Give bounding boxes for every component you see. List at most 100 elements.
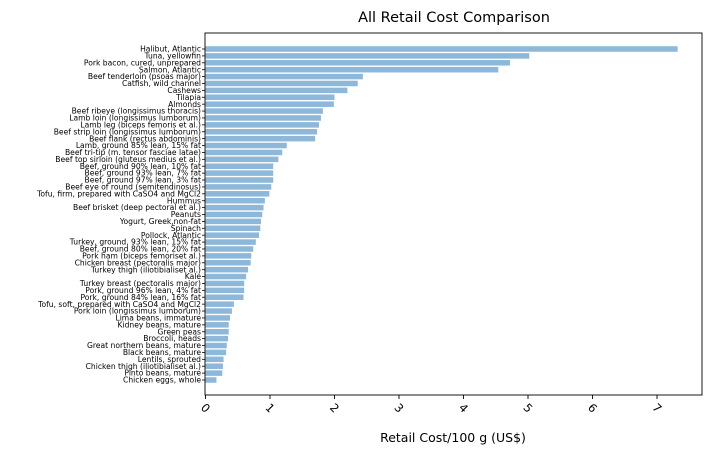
category-label: Beef eye of round (semitendinosus) xyxy=(65,183,201,192)
category-label: Pollock, Atlantic xyxy=(141,231,201,240)
category-label: Beef, ground 93% lean, 7% fat xyxy=(85,169,201,178)
category-label: Lamb loin (longissimus lumborum) xyxy=(69,114,201,123)
bar xyxy=(205,239,256,245)
bar xyxy=(205,184,272,190)
chart-title: All Retail Cost Comparison xyxy=(358,10,550,26)
x-tick-label: 0 xyxy=(198,400,213,415)
bar xyxy=(205,370,223,376)
bar xyxy=(205,46,678,52)
category-label: Beef flank (rectus abdominis) xyxy=(89,134,201,143)
bar xyxy=(205,335,229,342)
bar xyxy=(205,80,358,87)
category-label: Chicken breast (pectoralis major) xyxy=(75,258,201,267)
category-label: Beef strip loin (longissimus lumborum) xyxy=(54,127,201,136)
x-tick-label: 4 xyxy=(456,400,471,415)
category-label: Kale xyxy=(185,272,202,281)
category-label: Turkey thigh (iliotibialiset al.) xyxy=(90,265,201,274)
category-label: Beef, ground 97% lean, 3% fat xyxy=(85,176,201,185)
bar xyxy=(205,253,252,259)
bar xyxy=(205,218,261,225)
category-label: Tofu, soft, prepared with CaSO4 and MgCl… xyxy=(37,300,201,309)
category-label: Salmon, Atlantic xyxy=(139,65,201,74)
category-label: Chicken eggs, whole xyxy=(123,376,201,385)
bar xyxy=(205,163,274,169)
category-label: Chicken thigh (iliotibialiset al.) xyxy=(86,362,201,371)
bar xyxy=(205,60,510,66)
x-tick-label: 3 xyxy=(391,400,406,415)
category-label: Beef brisket (deep pectoral et al.) xyxy=(73,203,201,212)
bar xyxy=(205,260,251,266)
category-label: Black beans, mature xyxy=(123,348,201,357)
bar xyxy=(205,356,224,363)
bar xyxy=(205,211,263,218)
category-label: Beef ribeye (longissimus thoracis) xyxy=(72,107,201,116)
bar xyxy=(205,66,499,73)
bar xyxy=(205,301,234,307)
bar xyxy=(205,115,321,121)
category-label: Pork ham (biceps femoriset al.) xyxy=(82,251,201,260)
category-label: Tilapia xyxy=(175,93,201,102)
x-tick-label: 2 xyxy=(327,400,342,415)
bar xyxy=(205,135,316,142)
category-label: Pork loin (longissimus lumborum) xyxy=(74,307,201,316)
x-tick-label: 6 xyxy=(585,400,600,415)
category-label: Spinach xyxy=(171,224,201,233)
bar xyxy=(205,156,279,163)
x-tick-label: 7 xyxy=(649,400,664,415)
bar xyxy=(205,287,245,294)
bar xyxy=(205,280,245,287)
bar xyxy=(205,322,229,328)
category-label: Beef, ground 80% lean, 20% fat xyxy=(80,245,201,254)
category-label: Lima beans, immature xyxy=(115,314,201,323)
category-label: Peanuts xyxy=(171,210,201,219)
bar xyxy=(205,73,363,80)
category-label: Yogurt, Greek,non-fat xyxy=(119,217,201,226)
bar xyxy=(205,266,249,273)
bar xyxy=(205,232,260,238)
category-label: Pinto beans, mature xyxy=(124,369,201,378)
category-label: Lamb leg (biceps femoris et al.) xyxy=(80,120,201,129)
category-label: Broccoli, heads xyxy=(143,334,201,343)
category-label: Green peas xyxy=(157,327,201,336)
category-label: Turkey breast (pectoralis major) xyxy=(79,279,201,288)
bar xyxy=(205,142,287,149)
bar xyxy=(205,53,530,59)
category-label: Beef, ground 90% lean, 10% fat xyxy=(80,162,201,171)
bar xyxy=(205,246,254,252)
bars-group xyxy=(205,46,678,383)
bar xyxy=(205,170,274,176)
category-label: Lamb, ground 85% lean, 15% fat xyxy=(76,141,201,150)
category-label: Pork, ground 84% lean, 16% fat xyxy=(80,293,201,302)
x-axis-ticks: 0 1 2 3 4 5 6 7 xyxy=(198,395,665,416)
bar xyxy=(205,315,231,321)
bar xyxy=(205,308,232,314)
bar xyxy=(205,294,244,301)
category-label: Tofu, firm, prepared with CaSO4 and MgCl… xyxy=(36,189,201,198)
plot-frame xyxy=(204,32,703,396)
bar xyxy=(205,273,247,280)
bar xyxy=(205,225,261,232)
bar xyxy=(205,342,227,349)
category-label: Lentils, sprouted xyxy=(138,355,201,364)
category-label: Pork, ground 96% lean, 4% fat xyxy=(85,286,201,295)
bar xyxy=(205,377,217,383)
category-label: Hummus xyxy=(167,196,201,205)
category-label: Almonds xyxy=(168,100,201,109)
bar xyxy=(205,363,223,369)
category-label: Beef tenderloin (psoas major) xyxy=(88,72,201,81)
category-label: Tuna, yellowfin xyxy=(144,52,202,61)
bar xyxy=(205,122,320,128)
category-label: Halibut, Atlantic xyxy=(140,45,201,54)
bar xyxy=(205,149,283,156)
bar xyxy=(205,94,335,101)
category-label: Catfish, wild channel xyxy=(122,79,201,88)
bar xyxy=(205,87,348,94)
bar xyxy=(205,101,334,107)
bar xyxy=(205,191,270,197)
x-tick-label: 5 xyxy=(520,400,535,415)
category-label: Cashews xyxy=(167,86,201,95)
bar xyxy=(205,349,227,356)
bar xyxy=(205,197,265,204)
